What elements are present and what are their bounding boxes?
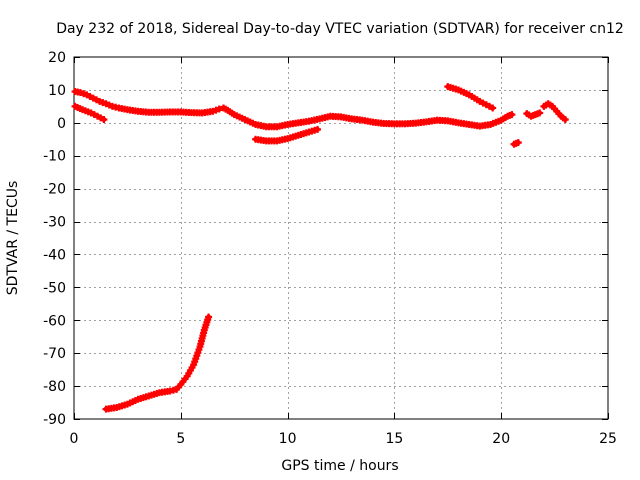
x-tick-label: 5 bbox=[176, 431, 185, 447]
plot-frame bbox=[73, 56, 609, 420]
y-axis-label: SDTVAR / TECUs bbox=[5, 181, 21, 296]
y-tick-label: -20 bbox=[43, 182, 66, 198]
data-point bbox=[205, 313, 213, 321]
data-track bbox=[540, 100, 569, 124]
axis-ticks: 0 5 10 15 20 25 -90 -80 -70 -60 -50 -40 -30 -20 -10 0 10… bbox=[43, 50, 617, 447]
data-point bbox=[489, 104, 497, 112]
y-tick-label: -90 bbox=[43, 412, 66, 428]
data-points bbox=[71, 83, 569, 413]
data-track bbox=[71, 88, 516, 131]
y-tick-label: -10 bbox=[43, 149, 66, 165]
data-point bbox=[314, 125, 322, 133]
y-tick-label: 20 bbox=[48, 50, 66, 66]
y-tick-label: 0 bbox=[57, 116, 66, 132]
data-point bbox=[508, 111, 516, 119]
data-track bbox=[252, 125, 322, 145]
x-tick-label: 0 bbox=[70, 431, 79, 447]
data-track bbox=[71, 102, 108, 124]
data-point bbox=[536, 109, 544, 117]
data-track bbox=[523, 109, 544, 120]
y-tick-label: -50 bbox=[43, 280, 66, 296]
y-tick-label: -30 bbox=[43, 215, 66, 231]
x-tick-label: 20 bbox=[492, 431, 510, 447]
data-point bbox=[561, 116, 569, 124]
data-point bbox=[100, 116, 108, 124]
data-track bbox=[444, 83, 497, 112]
x-tick-label: 10 bbox=[279, 431, 297, 447]
grid-lines bbox=[74, 57, 608, 419]
y-tick-label: 10 bbox=[48, 83, 66, 99]
y-tick-label: -40 bbox=[43, 247, 66, 263]
data-track bbox=[510, 139, 522, 148]
x-tick-label: 15 bbox=[385, 431, 403, 447]
x-tick-label: 25 bbox=[599, 431, 617, 447]
chart-title: Day 232 of 2018, Sidereal Day-to-day VTE… bbox=[56, 21, 624, 37]
y-tick-label: -60 bbox=[43, 313, 66, 329]
data-point bbox=[514, 139, 522, 147]
y-tick-label: -70 bbox=[43, 346, 66, 362]
data-track bbox=[102, 313, 213, 413]
x-axis-label: GPS time / hours bbox=[281, 458, 398, 474]
y-tick-label: -80 bbox=[43, 379, 66, 395]
